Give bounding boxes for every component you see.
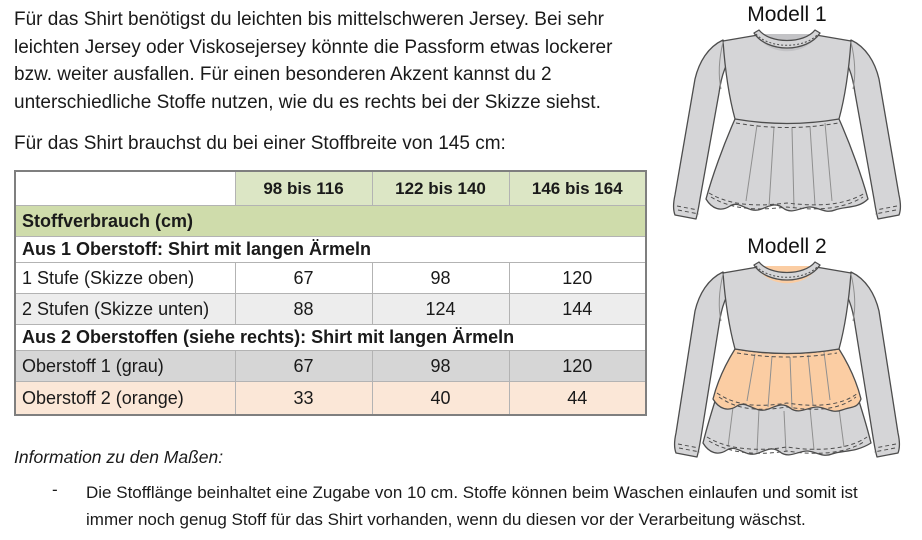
bullet-marker: - <box>52 480 58 499</box>
value-cell: 44 <box>508 381 647 416</box>
model2-label: Modell 2 <box>747 235 827 258</box>
table-corner-cell <box>14 170 236 206</box>
section2-title: Aus 2 Oberstoffen (siehe rechts): Shirt … <box>14 324 647 351</box>
section2-row: Aus 2 Oberstoffen (siehe rechts): Shirt … <box>14 324 647 351</box>
table-header-row: 98 bis 116 122 bis 140 146 bis 164 <box>14 170 647 206</box>
size-header-1: 98 bis 116 <box>234 170 373 206</box>
fabric-requirements-table: 98 bis 116 122 bis 140 146 bis 164 Stoff… <box>14 170 647 416</box>
size-header-3: 146 bis 164 <box>508 170 647 206</box>
shirt-model2 <box>673 261 901 458</box>
row-label: Oberstoff 2 (orange) <box>14 381 236 416</box>
row-label: 2 Stufen (Skizze unten) <box>14 293 236 325</box>
value-cell: 120 <box>508 262 647 294</box>
table-row: Oberstoff 2 (orange) 33 40 44 <box>14 381 647 416</box>
size-header-2: 122 bis 140 <box>371 170 510 206</box>
table-row: 2 Stufen (Skizze unten) 88 124 144 <box>14 293 647 325</box>
table-row: 1 Stufe (Skizze oben) 67 98 120 <box>14 262 647 294</box>
model2-sketch <box>673 261 901 458</box>
value-cell: 144 <box>508 293 647 325</box>
row-label: 1 Stufe (Skizze oben) <box>14 262 236 294</box>
main-content: Für das Shirt benötigst du leichten bis … <box>14 6 655 416</box>
section1-title: Aus 1 Oberstoff: Shirt mit langen Ärmeln <box>14 236 647 263</box>
model1-label: Modell 1 <box>747 3 827 26</box>
bullet-item: - Die Stofflänge beinhaltet eine Zugabe … <box>14 480 912 533</box>
value-cell: 88 <box>234 293 373 325</box>
value-cell: 33 <box>234 381 373 416</box>
row-label: Oberstoff 1 (grau) <box>14 350 236 382</box>
fabric-width-line: Für das Shirt brauchst du bei einer Stof… <box>14 133 506 154</box>
value-cell: 67 <box>234 262 373 294</box>
value-cell: 120 <box>508 350 647 382</box>
value-cell: 98 <box>371 262 510 294</box>
bullet-text: Die Stofflänge beinhaltet eine Zugabe vo… <box>86 483 858 529</box>
table-band-row: Stoffverbrauch (cm) <box>14 205 647 237</box>
value-cell: 124 <box>371 293 510 325</box>
model1-sketch <box>672 29 902 220</box>
table-row: Oberstoff 1 (grau) 67 98 120 <box>14 350 647 382</box>
intro-paragraph: Für das Shirt benötigst du leichten bis … <box>14 9 613 113</box>
value-cell: 98 <box>371 350 510 382</box>
value-cell: 67 <box>234 350 373 382</box>
measures-info: Information zu den Maßen: - Die Stofflän… <box>14 447 912 533</box>
measures-info-heading: Information zu den Maßen: <box>14 447 224 467</box>
shirt-model1 <box>672 29 902 220</box>
value-cell: 40 <box>371 381 510 416</box>
section1-row: Aus 1 Oberstoff: Shirt mit langen Ärmeln <box>14 236 647 263</box>
sketch-column: Modell 1 Modell 2 <box>651 2 922 468</box>
band-title: Stoffverbrauch (cm) <box>14 205 647 237</box>
